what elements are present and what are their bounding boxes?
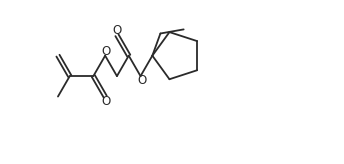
Text: O: O [101, 95, 111, 108]
Text: O: O [137, 73, 146, 87]
Text: O: O [101, 45, 111, 58]
Text: O: O [112, 24, 121, 37]
